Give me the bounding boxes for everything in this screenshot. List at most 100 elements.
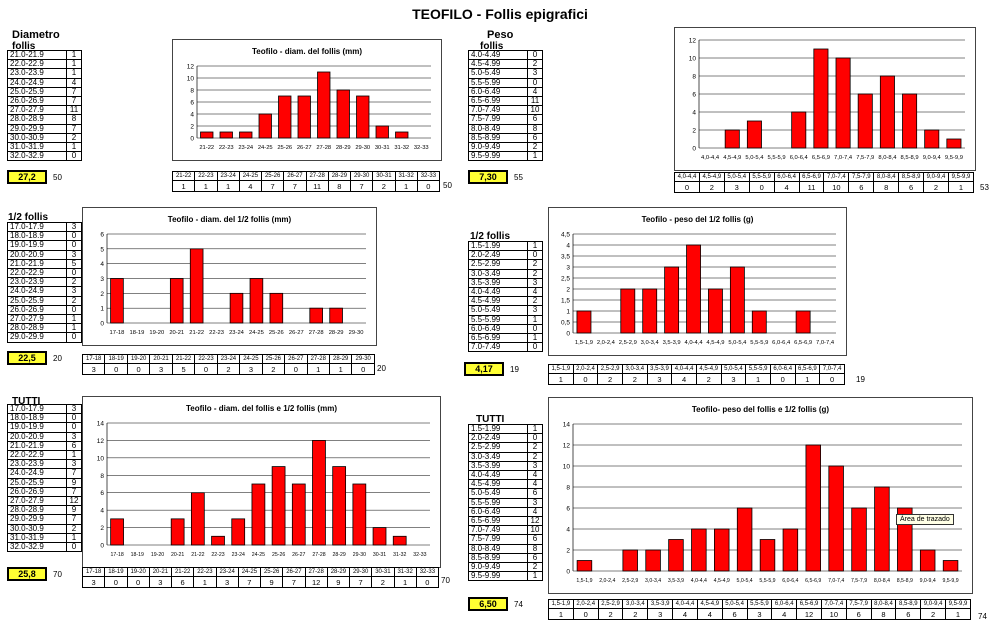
bin-label: 8,0-8,4 — [870, 599, 897, 609]
x-tick-label: 5,5-5,9 — [759, 578, 775, 584]
y-tick-label: 6 — [190, 100, 194, 107]
x-tick-label: 22-23 — [211, 552, 224, 558]
y-tick-label: 4 — [100, 508, 104, 515]
range-cell: 9.5-9.99 — [468, 151, 528, 162]
chart-peso-follis: 0 2 4 6 8 10 12 4,0-4,4 4,5-4,9 5,0-5,4 5,5-5,9 6,0… — [674, 27, 976, 171]
x-tick-label: 6,0-6,4 — [790, 155, 809, 161]
bin-label: 7,5-7,9 — [848, 172, 875, 182]
bin-count: 2 — [371, 576, 395, 588]
table-row: 7.5-7.99 6 — [468, 114, 543, 125]
diam-half-table: 17.0-17.9 3 18.0-18.9 0 19.0-19.9 0 20.0-20.9 3… — [7, 221, 82, 343]
bin-label: 4,0-4,4 — [671, 364, 697, 374]
x-tick-label: 29-30 — [349, 330, 364, 336]
bin-label: 29-30 — [351, 354, 375, 364]
diam-follis-summary: 27,2 50 — [7, 170, 63, 184]
header-follis: follis — [12, 41, 36, 52]
chart-title: Teofilo - diam. del 1/2 follis (mm) — [168, 215, 292, 224]
bin-count: 1 — [548, 373, 574, 385]
count-cell: 9 — [66, 477, 82, 488]
count-cell: 1 — [527, 151, 543, 162]
bin-label: 31-32 — [394, 171, 418, 181]
count-cell: 1 — [66, 68, 82, 79]
bar — [395, 131, 409, 139]
table-row: 24.0-24.9 7 — [7, 468, 82, 479]
bin-label: 9,0-9,4 — [920, 599, 946, 609]
bar — [664, 266, 680, 334]
bin-count: 2 — [216, 363, 241, 375]
peso-tutti-table: 1.5-1.99 1 2.0-2.49 0 2.5-2.99 2 3.0-3.49 2 3.5-… — [468, 423, 543, 582]
bin-count: 3 — [239, 363, 263, 375]
x-tick-label: 6,0-6,4 — [782, 578, 798, 584]
range-cell: 2.5-2.99 — [468, 442, 528, 453]
bin-count: 3 — [746, 608, 773, 620]
chart-peso-tutti: Teofilo- peso del follis e 1/2 follis (g… — [548, 397, 973, 594]
x-tick-label: 17-18 — [110, 552, 123, 558]
bin-label: 8,5-8,9 — [895, 599, 922, 609]
bar — [271, 466, 286, 546]
bin-count: 3 — [647, 608, 674, 620]
header-tutti: TUTTI — [12, 396, 41, 407]
bar — [751, 310, 767, 334]
x-tick-label: 26-27 — [297, 145, 312, 151]
table-row: 5.0-5.49 6 — [468, 488, 543, 499]
y-tick-label: 14 — [97, 421, 105, 428]
count-cell: 6 — [527, 534, 543, 545]
y-tick-label: 6 — [566, 506, 570, 513]
table-row: 29.0-29.9 0 — [7, 332, 82, 343]
bin-label: 2,5-2,9 — [597, 599, 624, 609]
x-tick-label: 4,5-4,9 — [706, 340, 724, 346]
count-cell: 3 — [66, 249, 82, 260]
bin-count: 6 — [170, 576, 195, 588]
bar — [317, 71, 331, 139]
bar — [746, 120, 762, 149]
bin-label: 25-26 — [260, 171, 285, 181]
bar — [686, 244, 701, 334]
table-row: 9.5-9.99 1 — [468, 151, 543, 162]
bin-label: 29-30 — [349, 171, 374, 181]
chart-svg: Teofilo- peso del follis e 1/2 follis (g… — [563, 405, 962, 584]
range-cell: 20.0-20.9 — [7, 249, 67, 260]
y-tick-label: 12 — [97, 438, 105, 445]
y-tick-label: 14 — [563, 422, 571, 429]
bar — [258, 113, 272, 139]
bin-label: 17-18 — [81, 354, 106, 364]
bin-label: 3,0-3,4 — [621, 364, 648, 374]
table-row: 9.5-9.99 1 — [468, 571, 543, 582]
bar — [189, 248, 204, 324]
x-tick-label: 25-26 — [272, 552, 285, 558]
header-diametro: Diametro — [12, 29, 60, 41]
chart-title: Teofilo- peso del follis e 1/2 follis (g… — [692, 405, 830, 414]
bin-label: 30-31 — [371, 567, 395, 577]
range-cell: 24.0-24.9 — [7, 286, 67, 297]
y-tick-label: 0 — [692, 146, 696, 153]
y-tick-label: 8 — [100, 473, 104, 480]
y-tick-label: 8 — [566, 485, 570, 492]
total-count: 55 — [514, 172, 523, 182]
table-row: 30.0-30.9 2 — [7, 523, 82, 534]
y-tick-label: 0 — [100, 543, 104, 550]
bin-label: 23-24 — [216, 354, 241, 364]
table-row: 20.0-20.9 3 — [7, 431, 82, 442]
bin-label: 7,0-7,4 — [820, 599, 847, 609]
bin-label: 4,5-4,9 — [698, 172, 725, 182]
x-tick-label: 19-20 — [149, 330, 164, 336]
bin-count: 3 — [149, 363, 173, 375]
bin-label: 5,5-5,9 — [748, 172, 775, 182]
y-tick-label: 2 — [692, 128, 696, 135]
count-cell: 3 — [66, 431, 82, 442]
table-row: 23.0-23.9 1 — [7, 68, 82, 79]
bin-label: 21-22 — [171, 354, 196, 364]
y-tick-label: 2 — [566, 548, 570, 555]
bin-label: 6,0-6,4 — [769, 364, 796, 374]
bin-count: 7 — [283, 180, 307, 192]
bin-count: 6 — [848, 181, 875, 193]
y-tick-label: 12 — [563, 443, 571, 450]
table-row: 3.0-3.49 2 — [468, 451, 543, 462]
bin-label: 32-33 — [415, 567, 440, 577]
x-tick-label: 2,0-2,4 — [597, 340, 616, 346]
bin-label: 18-19 — [104, 354, 128, 364]
bar — [169, 278, 184, 324]
x-tick-label: 24-25 — [252, 552, 265, 558]
x-tick-label: 7,0-7,4 — [816, 340, 835, 346]
range-cell: 5.5-5.99 — [468, 77, 528, 88]
